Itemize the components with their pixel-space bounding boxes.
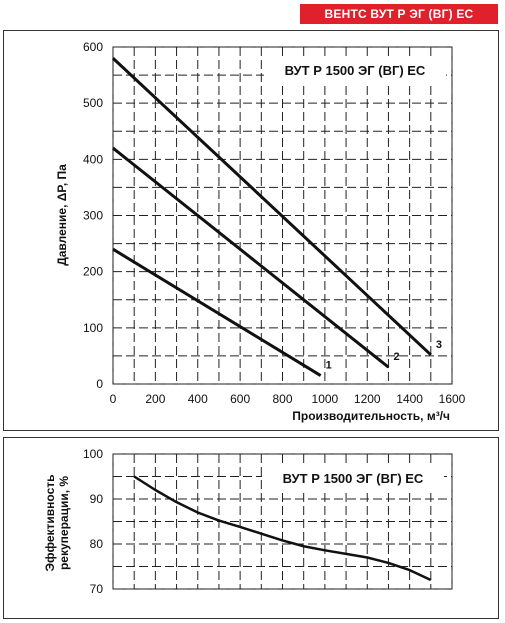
efficiency-y-axis-title: Эффективность рекуперации, % bbox=[43, 474, 71, 571]
title-badge: ВЕНТС ВУТ Р ЭГ (ВГ) ЕС bbox=[300, 4, 498, 24]
efficiency-y-axis-title-line2: рекуперации, % bbox=[57, 476, 71, 570]
curve-label-1: 1 bbox=[326, 360, 332, 372]
x-tick-label: 800 bbox=[272, 392, 292, 406]
curve-3 bbox=[111, 57, 432, 356]
x-tick-label: 1600 bbox=[439, 392, 466, 406]
efficiency-model-label: ВУТ Р 1500 ЭГ (ВГ) ЕС bbox=[283, 471, 424, 486]
x-tick-label: 0 bbox=[110, 392, 117, 406]
y-tick-label: 200 bbox=[83, 265, 103, 279]
pressure-model-box bbox=[264, 56, 446, 84]
y-tick-label: 90 bbox=[90, 492, 104, 506]
y-tick-label: 500 bbox=[83, 96, 103, 110]
curve-label-2: 2 bbox=[393, 351, 399, 363]
efficiency-y-axis-title-line1: Эффективность bbox=[43, 474, 57, 571]
curve-2 bbox=[112, 146, 390, 369]
x-tick-label: 400 bbox=[188, 392, 208, 406]
y-tick-label: 600 bbox=[83, 40, 103, 54]
x-tick-label: 200 bbox=[145, 392, 165, 406]
x-tick-label: 600 bbox=[230, 392, 250, 406]
efficiency-tick-labels: 70 80 90 100 bbox=[83, 447, 103, 596]
pressure-y-axis-title: Давление, ΔP, Па bbox=[55, 164, 69, 266]
curve-1 bbox=[112, 247, 322, 377]
y-tick-label: 100 bbox=[83, 321, 103, 335]
pressure-model-label: ВУТ Р 1500 ЭГ (ВГ) ЕС bbox=[285, 63, 426, 78]
efficiency-curve bbox=[133, 475, 432, 582]
pressure-chart-panel bbox=[3, 30, 499, 431]
efficiency-chart-panel bbox=[3, 437, 499, 619]
x-tick-label: 1000 bbox=[312, 392, 339, 406]
y-tick-label: 80 bbox=[90, 537, 104, 551]
pressure-curves: 1 2 3 bbox=[111, 57, 442, 377]
pressure-grid bbox=[112, 46, 453, 385]
y-tick-label: 0 bbox=[96, 377, 103, 391]
y-tick-label: 300 bbox=[83, 209, 103, 223]
efficiency-curve-line bbox=[133, 475, 432, 582]
x-tick-label: 1200 bbox=[354, 392, 381, 406]
curve-label-3: 3 bbox=[436, 339, 442, 351]
y-tick-label: 400 bbox=[83, 152, 103, 166]
x-tick-label: 1400 bbox=[396, 392, 423, 406]
pressure-tick-labels: 0 200 400 600 800 1000 1200 1400 160001002003004… bbox=[83, 40, 466, 406]
efficiency-model-box bbox=[262, 464, 444, 492]
efficiency-grid bbox=[112, 453, 453, 590]
pressure-x-axis-title: Производительность, м³/ч bbox=[292, 409, 450, 423]
y-tick-label: 70 bbox=[90, 582, 104, 596]
y-tick-label: 100 bbox=[83, 447, 103, 461]
